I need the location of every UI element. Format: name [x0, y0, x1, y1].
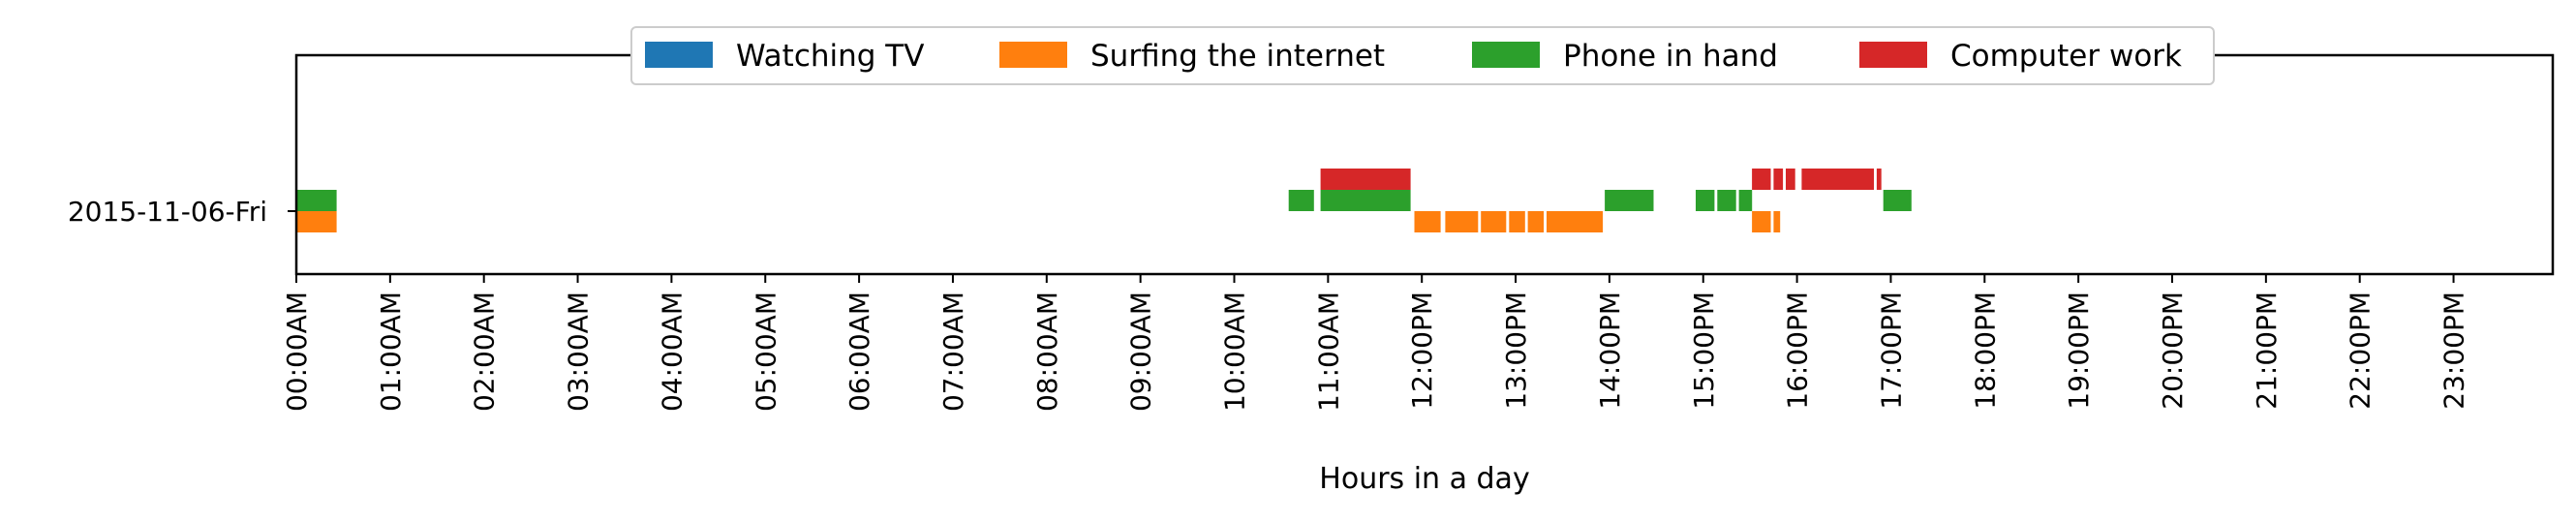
y-tick-label: 2015-11-06-Fri: [68, 196, 267, 228]
activity-bar: [1773, 169, 1784, 190]
legend-entry: Watching TV: [645, 39, 924, 74]
activity-bar: [1320, 169, 1411, 190]
x-tick-label: 13:00PM: [1500, 292, 1532, 410]
legend-box: [630, 26, 2215, 85]
x-tick-label: 20:00PM: [2157, 292, 2189, 410]
legend-label: Phone in hand: [1563, 39, 1778, 74]
x-axis: 00:00AM 01:00AM 02:00AM 03:00AM 04:00AM 05:00…: [281, 274, 2470, 412]
activity-bar: [1876, 169, 1882, 190]
activity-bar: [1786, 169, 1795, 190]
legend: Watching TV Surfing the internet Phone in …: [630, 26, 2215, 85]
legend-swatch: [1472, 42, 1540, 68]
x-tick-label: 10:00AM: [1219, 292, 1251, 412]
x-tick-label: 23:00PM: [2438, 292, 2470, 410]
legend-label: Surfing the internet: [1090, 39, 1385, 74]
activity-bar: [1801, 169, 1874, 190]
y-axis: 2015-11-06-Fri: [68, 196, 296, 228]
legend-label: Watching TV: [736, 39, 924, 74]
legend-entry: Phone in hand: [1472, 39, 1778, 74]
activity-bar: [1883, 190, 1912, 211]
x-tick-label: 08:00AM: [1031, 292, 1063, 412]
x-tick-label: 15:00PM: [1688, 292, 1720, 410]
legend-entry: Computer work: [1859, 39, 2182, 74]
activity-bar: [1752, 169, 1771, 190]
activity-bar: [1320, 190, 1411, 211]
activity-bar: [1752, 211, 1771, 232]
activity-bar: [1738, 190, 1753, 211]
x-tick-label: 19:00PM: [2063, 292, 2095, 410]
x-tick-label: 12:00PM: [1406, 292, 1438, 410]
activity-bar: [296, 211, 337, 232]
x-tick-label: 02:00AM: [469, 292, 501, 412]
activity-bar: [1696, 190, 1715, 211]
activity-bars: [296, 169, 1912, 232]
activity-bar: [296, 190, 337, 211]
x-tick-label: 03:00AM: [563, 292, 595, 412]
legend-label: Computer work: [1950, 39, 2182, 74]
x-tick-label: 14:00PM: [1594, 292, 1626, 410]
activity-bar: [1509, 211, 1525, 232]
x-tick-label: 07:00AM: [937, 292, 969, 412]
x-tick-label: 00:00AM: [281, 292, 313, 412]
x-tick-label: 11:00AM: [1312, 292, 1344, 412]
activity-bar: [1414, 211, 1441, 232]
x-tick-label: 05:00AM: [750, 292, 782, 412]
activity-bar: [1445, 211, 1479, 232]
activity-bar: [1547, 211, 1604, 232]
activity-bar: [1527, 211, 1545, 232]
x-tick-label: 01:00AM: [375, 292, 407, 412]
x-tick-label: 21:00PM: [2251, 292, 2283, 410]
plot-frame: [294, 53, 2555, 276]
x-tick-label: 16:00PM: [1782, 292, 1814, 410]
x-tick-label: 06:00AM: [843, 292, 875, 412]
legend-swatch: [1859, 42, 1927, 68]
legend-entry: Surfing the internet: [999, 39, 1385, 74]
activity-bar: [1717, 190, 1736, 211]
x-tick-label: 22:00PM: [2345, 292, 2377, 410]
x-tick-label: 09:00AM: [1125, 292, 1157, 412]
activity-bar: [1481, 211, 1507, 232]
x-tick-label: 18:00PM: [1969, 292, 2001, 410]
activity-bar: [1773, 211, 1781, 232]
x-tick-label: 17:00PM: [1875, 292, 1907, 410]
activity-bar: [1288, 190, 1314, 211]
legend-swatch: [999, 42, 1067, 68]
legend-swatch: [645, 42, 713, 68]
x-tick-label: 04:00AM: [656, 292, 688, 412]
x-axis-title: Hours in a day: [1319, 462, 1529, 496]
activity-bar: [1605, 190, 1654, 211]
